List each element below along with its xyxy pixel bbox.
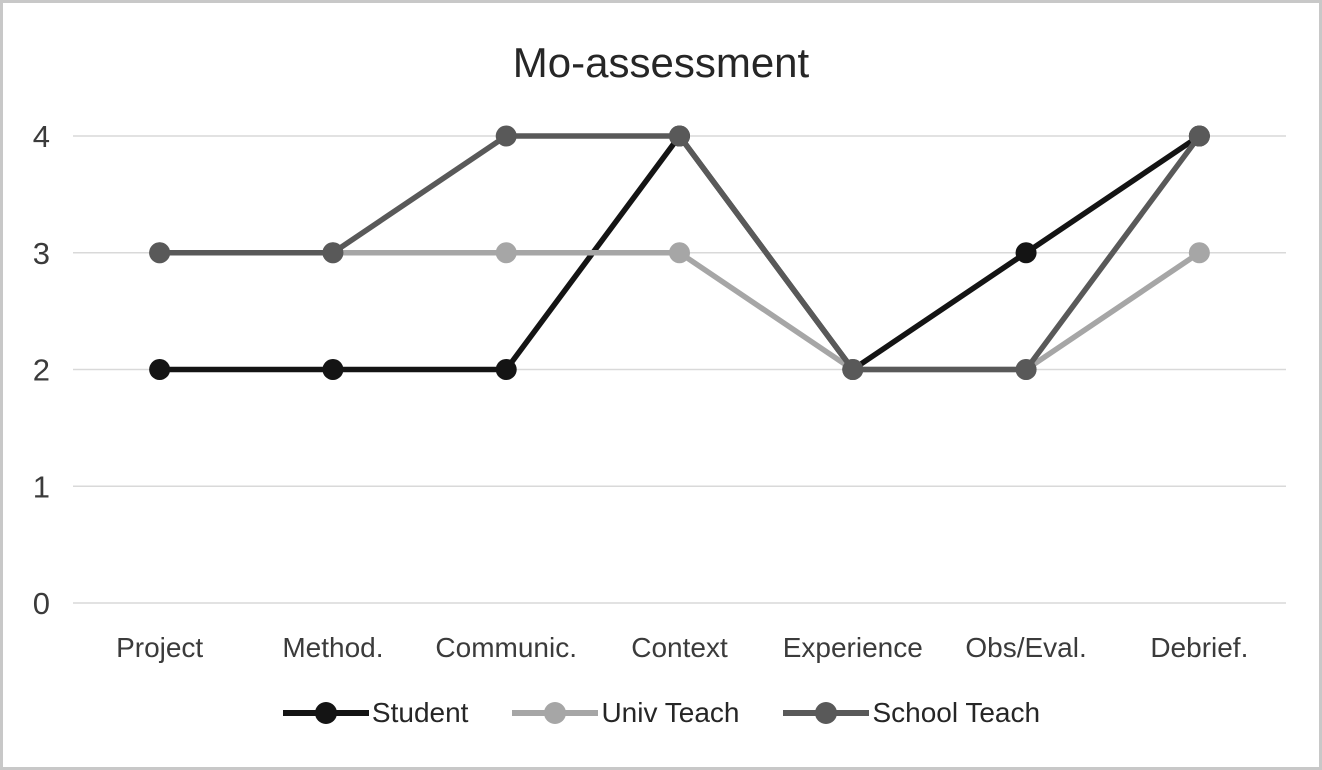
legend-label-school-teach: School Teach	[872, 697, 1041, 728]
y-tick-label-4: 4	[33, 119, 50, 154]
data-point-school-teach-6	[1188, 125, 1210, 147]
x-category-label-project: Project	[116, 632, 203, 663]
data-point-student-5	[1015, 242, 1037, 264]
x-category-label-method: Method.	[282, 632, 383, 663]
x-category-label-context: Context	[631, 632, 728, 663]
data-point-school-teach-1	[322, 242, 344, 264]
y-tick-label-3: 3	[33, 236, 50, 271]
data-point-school-teach-0	[149, 242, 171, 264]
data-point-univ-teach-3	[669, 242, 690, 264]
x-category-label-obs-eval: Obs/Eval.	[965, 632, 1086, 663]
legend-marker-school-teach-icon	[783, 702, 870, 724]
data-point-univ-teach-6	[1188, 242, 1210, 264]
data-point-school-teach-5	[1015, 359, 1037, 380]
legend-label-univ-teach: Univ Teach	[601, 697, 740, 728]
data-point-school-teach-3	[669, 125, 690, 147]
legend-item-student[interactable]: Student	[282, 697, 469, 729]
data-point-univ-teach-2	[495, 242, 517, 264]
legend-marker-student-icon	[282, 702, 369, 724]
plot-area: 0 1 2 3 4 Project Method. Communic. Context Exper…	[33, 119, 1286, 663]
y-tick-label-2: 2	[33, 353, 50, 388]
chart-legend: Student Univ Teach School Teach	[3, 697, 1319, 729]
data-point-student-2	[495, 359, 517, 380]
series-line-univ-teach	[159, 250, 1201, 373]
x-category-label-communic: Communic.	[435, 632, 577, 663]
data-point-school-teach-2	[495, 125, 517, 147]
y-tick-label-1: 1	[33, 469, 50, 504]
data-point-student-1	[322, 359, 344, 380]
legend-marker-univ-teach-icon	[512, 702, 599, 724]
chart-title: Mo-assessment	[512, 39, 810, 86]
data-point-school-teach-4	[842, 359, 864, 380]
x-category-label-experience: Experience	[783, 632, 923, 663]
legend-item-school-teach[interactable]: School Teach	[782, 697, 1040, 729]
data-point-student-0	[149, 359, 171, 380]
legend-label-student: Student	[371, 697, 469, 728]
x-category-label-debrief: Debrief.	[1150, 632, 1248, 663]
y-tick-label-0: 0	[33, 586, 50, 621]
legend-item-univ-teach[interactable]: Univ Teach	[511, 697, 739, 729]
